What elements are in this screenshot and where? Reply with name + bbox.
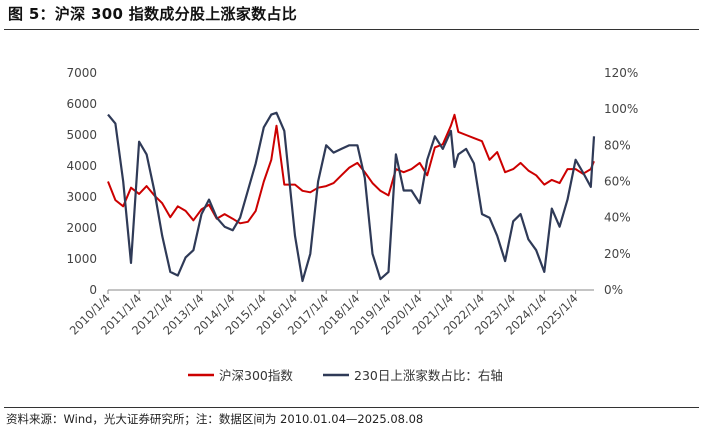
- advance-ratio-line: [107, 111, 596, 283]
- left-tick-label: 2000: [66, 221, 97, 235]
- series-layer: [107, 111, 596, 283]
- top-divider: [4, 29, 699, 30]
- hs300-index-line: [107, 113, 595, 225]
- left-tick-label: 7000: [66, 66, 97, 80]
- bottom-divider: [4, 407, 699, 408]
- x-axis: 2010/1/42011/1/42012/1/42013/1/42014/1/4…: [67, 289, 594, 338]
- left-tick-label: 4000: [66, 159, 97, 173]
- line-chart: 0 1000 2000 3000 4000 5000 6000 7000 0% 20% 40% 60…: [66, 66, 638, 383]
- left-tick-label: 6000: [66, 97, 97, 111]
- source-note: 资料来源：Wind，光大证券研究所；注：数据区间为 2010.01.04—202…: [6, 412, 424, 426]
- legend-label-index: 沪深300指数: [219, 368, 293, 383]
- left-tick-label: 5000: [66, 128, 97, 142]
- left-tick-label: 3000: [66, 190, 97, 204]
- right-tick-label: 80%: [604, 138, 631, 152]
- left-tick-label: 1000: [66, 252, 97, 266]
- legend-label-ratio: 230日上涨家数占比：右轴: [354, 368, 503, 383]
- right-tick-label: 40%: [604, 211, 631, 225]
- left-tick-label: 0: [89, 283, 97, 297]
- right-tick-label: 20%: [604, 247, 631, 261]
- right-tick-label: 60%: [604, 175, 631, 189]
- right-axis: 0% 20% 40% 60% 80% 100% 120%: [604, 66, 638, 297]
- right-tick-label: 100%: [604, 102, 638, 116]
- left-axis: 0 1000 2000 3000 4000 5000 6000 7000: [66, 66, 97, 297]
- right-tick-label: 0%: [604, 283, 623, 297]
- right-tick-label: 120%: [604, 66, 638, 80]
- figure-title: 图 5：沪深 300 指数成分股上涨家数占比: [8, 5, 298, 23]
- legend: 沪深300指数 230日上涨家数占比：右轴: [188, 368, 503, 383]
